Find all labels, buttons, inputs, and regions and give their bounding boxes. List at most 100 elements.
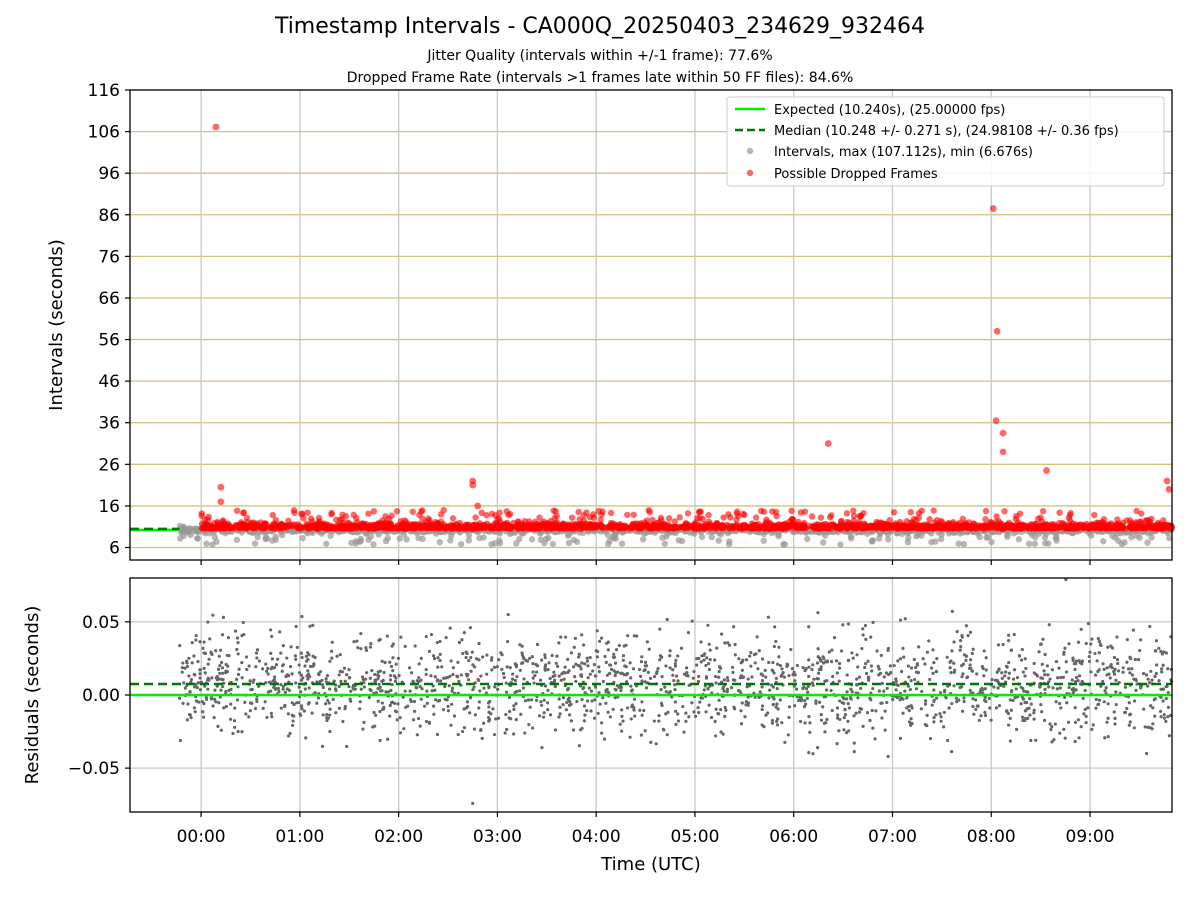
interval-point: [480, 534, 487, 541]
residual-point: [971, 704, 975, 709]
residual-point: [206, 620, 210, 624]
dropped-point: [657, 517, 665, 524]
interval-point: [1053, 537, 1060, 544]
residual-point: [1026, 690, 1030, 694]
residual-point: [369, 688, 373, 693]
residual-point: [925, 650, 930, 654]
residual-point: [845, 690, 849, 694]
residual-point: [1112, 655, 1117, 660]
dropped-point: [240, 521, 247, 528]
residual-point: [291, 719, 295, 723]
residual-point: [592, 663, 596, 667]
dropped-point: [437, 518, 445, 525]
residual-point: [338, 653, 342, 657]
residual-point: [342, 666, 347, 670]
residual-point: [403, 689, 407, 693]
residual-point: [837, 666, 842, 670]
residual-point: [664, 690, 668, 694]
dropped-point: [720, 524, 727, 531]
residual-point: [466, 678, 471, 682]
residual-point: [505, 665, 509, 669]
residual-point: [1090, 727, 1094, 731]
residual-point: [566, 657, 570, 661]
residual-point: [419, 656, 423, 660]
residual-point: [668, 654, 672, 658]
residual-point: [1132, 726, 1136, 730]
dropped-point: [463, 525, 471, 532]
residual-point: [699, 660, 703, 664]
residual-point: [621, 658, 625, 662]
residual-point: [380, 701, 384, 705]
residual-point: [823, 730, 827, 734]
residual-point: [295, 645, 299, 650]
residual-point: [220, 633, 225, 637]
residual-point: [588, 672, 592, 676]
residual-point: [894, 688, 898, 692]
residual-point: [950, 701, 954, 706]
residual-point: [219, 728, 223, 732]
residual-point: [300, 655, 304, 660]
residual-point: [674, 658, 678, 662]
interval-point: [465, 537, 473, 544]
residual-point: [506, 612, 510, 617]
residual-point: [355, 639, 359, 643]
residual-point: [254, 651, 259, 655]
residual-point: [775, 723, 780, 727]
interval-point: [194, 535, 201, 542]
residual-point: [253, 707, 258, 711]
residual-point: [310, 711, 314, 715]
residual-point: [1130, 673, 1135, 677]
residual-point: [837, 729, 841, 733]
dropped-point: [734, 508, 741, 515]
interval-point: [1115, 537, 1122, 544]
residual-point: [1125, 638, 1129, 642]
residual-point: [1151, 722, 1155, 726]
dropped-point: [551, 514, 558, 522]
residual-point: [708, 658, 712, 662]
residual-point: [885, 700, 889, 705]
residual-point: [279, 706, 283, 710]
dropped-point: [540, 518, 547, 525]
y-tick-label: 26: [98, 455, 120, 475]
residual-point: [493, 685, 497, 689]
residual-point: [185, 718, 189, 722]
residual-point: [982, 649, 986, 653]
residual-point: [807, 625, 811, 629]
residual-point: [966, 634, 970, 638]
residual-point: [663, 685, 667, 689]
residual-point: [581, 687, 585, 691]
residual-point: [468, 711, 472, 715]
dropped-point: [837, 517, 845, 525]
residual-point: [996, 643, 1001, 647]
dropped-point: [788, 507, 795, 515]
residual-point: [1003, 674, 1007, 678]
residual-point: [1125, 660, 1129, 664]
interval-point: [1041, 534, 1049, 541]
residual-point: [917, 645, 921, 649]
residual-point: [863, 624, 868, 628]
residual-point: [1089, 670, 1093, 674]
residual-point: [909, 717, 913, 721]
residual-point: [548, 676, 552, 681]
residual-point: [864, 637, 868, 641]
interval-point: [717, 531, 725, 538]
residual-point: [617, 643, 621, 648]
residual-point: [971, 647, 975, 651]
y-tick-label: 66: [98, 289, 120, 309]
y-tick-label: 96: [98, 164, 120, 184]
interval-point: [1121, 539, 1128, 546]
residual-point: [187, 713, 192, 717]
residual-point: [1139, 638, 1143, 642]
dropped-point: [681, 523, 688, 531]
residual-point: [695, 657, 699, 661]
residual-point: [347, 676, 352, 680]
residual-point: [927, 639, 931, 643]
residual-point: [842, 697, 846, 701]
residual-point: [1106, 645, 1110, 649]
residual-point: [198, 672, 202, 676]
dropped-point: [1151, 524, 1158, 531]
residual-point: [724, 708, 728, 712]
residual-point: [569, 719, 573, 723]
residual-point: [462, 631, 466, 635]
residual-point: [523, 731, 527, 735]
